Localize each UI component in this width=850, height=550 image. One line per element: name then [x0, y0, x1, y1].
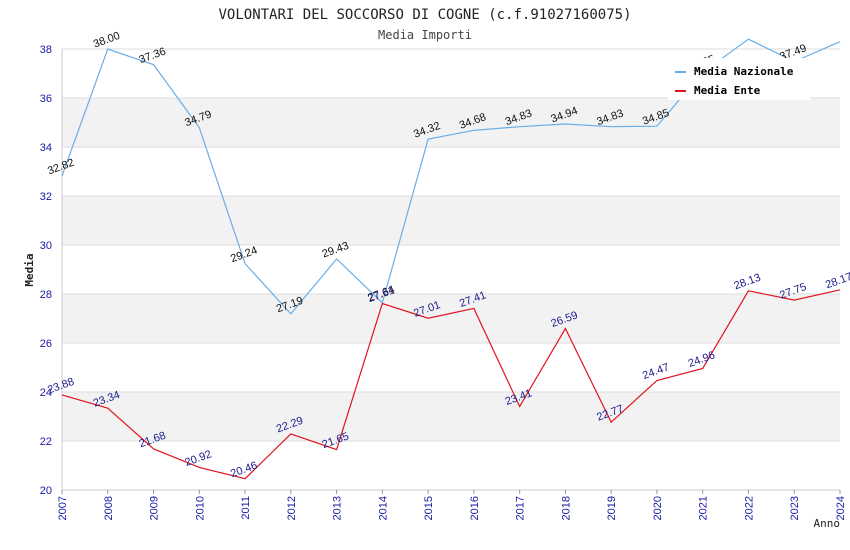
x-tick-label: 2020: [652, 496, 664, 520]
data-label: 20.46: [229, 460, 259, 481]
grid-band: [62, 392, 840, 441]
x-tick-label: 2022: [743, 496, 755, 520]
y-tick-label: 30: [40, 240, 52, 252]
y-tick-label: 24: [40, 387, 52, 399]
y-axis-label: Media: [23, 253, 36, 286]
series-line-media-ente: [61, 289, 841, 480]
chart-subtitle: Media Importi: [378, 28, 472, 42]
y-tick-label: 38: [40, 44, 52, 56]
grid-lines: [62, 48, 840, 491]
x-axis-ticks: 2007 2008 2009 2010 2011 2012 2013 2014 2015 2016…: [57, 490, 847, 520]
legend-label-media-ente: Media Ente: [694, 84, 761, 97]
y-tick-label: 36: [40, 93, 52, 105]
chart-title: VOLONTARI DEL SOCCORSO DI COGNE (c.f.910…: [218, 7, 631, 23]
x-tick-label: 2018: [560, 496, 572, 520]
x-tick-label: 2021: [698, 496, 710, 520]
grid-bands: [62, 98, 840, 441]
y-axis-ticks: 20 22 24 26 28 30 32 34 36 38: [40, 44, 52, 497]
x-tick-label: 2014: [377, 496, 389, 520]
x-tick-label: 2011: [240, 496, 252, 520]
x-tick-label: 2013: [332, 496, 344, 520]
grid-band: [62, 294, 840, 343]
x-tick-label: 2015: [423, 496, 435, 520]
y-tick-label: 26: [40, 338, 52, 350]
data-label: 20.92: [183, 448, 213, 469]
grid-band: [62, 196, 840, 245]
y-tick-label: 34: [40, 142, 52, 154]
x-tick-label: 2009: [149, 496, 161, 520]
y-tick-label: 32: [40, 191, 52, 203]
grid-band: [62, 98, 840, 147]
y-tick-label: 22: [40, 436, 52, 448]
data-label: 28.13: [732, 272, 762, 293]
data-label: 38.00: [92, 30, 122, 51]
x-tick-label: 2008: [103, 496, 115, 520]
x-tick-label: 2010: [194, 496, 206, 520]
x-tick-label: 2016: [469, 496, 481, 520]
x-tick-label: 2019: [606, 496, 618, 520]
x-tick-label: 2012: [286, 496, 298, 520]
x-tick-label: 2023: [789, 496, 801, 520]
x-axis-label: Anno: [814, 517, 841, 530]
x-tick-label: 2024: [835, 496, 847, 520]
data-label: 24.96: [687, 349, 717, 370]
data-label: 32.82: [46, 157, 76, 178]
data-label: 28.17: [824, 271, 850, 292]
y-tick-label: 20: [40, 485, 52, 497]
y-tick-label: 28: [40, 289, 52, 301]
legend-label-media-nazionale: Media Nazionale: [694, 65, 794, 78]
data-label: 24.47: [641, 361, 671, 382]
legend-box: [668, 58, 810, 100]
x-tick-label: 2007: [57, 496, 69, 520]
x-tick-label: 2017: [515, 496, 527, 520]
legend: Media Nazionale Media Ente: [668, 58, 810, 100]
